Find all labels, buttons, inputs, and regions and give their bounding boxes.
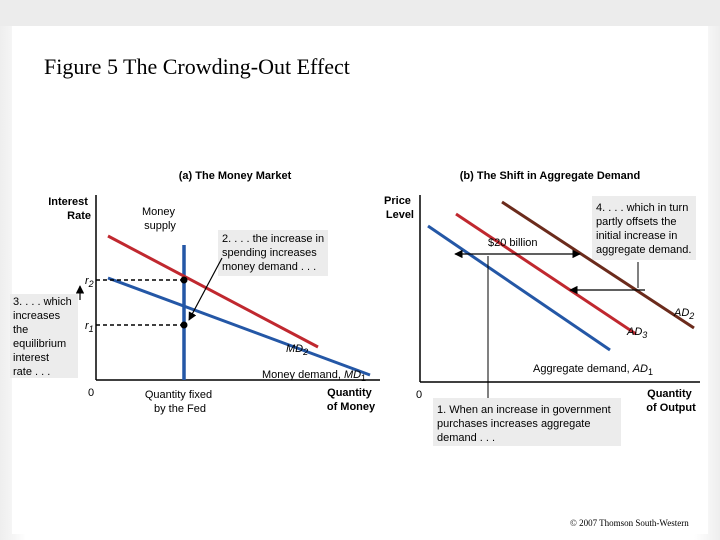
money-demand-note-line3: money demand . . . [222, 261, 316, 273]
twenty-billion-label: $20 billion [488, 237, 538, 249]
offset-note-line3: initial increase in [596, 230, 677, 242]
offset-note-line4: aggregate demand. [596, 244, 691, 256]
md2-label: MD2 [286, 343, 308, 357]
output-x-label-line1: Quantity [647, 388, 692, 400]
output-x-axis-label: Quantity of Output [646, 388, 696, 414]
government-note-line3: demand . . . [437, 432, 495, 444]
offset-note-line1: 4. . . . which in turn [596, 202, 688, 214]
government-note-line1: 1. When an increase in government [437, 404, 611, 416]
ad2-label: AD2 [673, 307, 694, 321]
money-supply-label: Money supply [142, 206, 178, 232]
money-y-label-line2: Rate [67, 210, 91, 222]
r1-tick-sub: 1 [89, 324, 94, 334]
crowding-out-figure: (a) The Money Market Interest Rate Quant… [0, 0, 720, 540]
aggregate-demand-title: (b) The Shift in Aggregate Demand [460, 170, 641, 182]
price-level-label: Price Level [384, 195, 414, 221]
money-market-title: (a) The Money Market [179, 170, 292, 182]
interest-rate-note-line4: equilibrium [13, 338, 66, 350]
money-y-label-line1: Interest [48, 196, 88, 208]
r1-tick-label: r1 [85, 320, 94, 334]
ad3-label: AD3 [626, 326, 647, 340]
price-level-line2: Level [386, 209, 414, 221]
output-x-label-line2: of Output [646, 402, 696, 414]
government-note-line2: purchases increases aggregate [437, 418, 590, 430]
interest-rate-note-line2: increases [13, 310, 61, 322]
ad1-italic: AD [632, 363, 648, 375]
ad1-label: Aggregate demand, AD1 [533, 363, 653, 377]
money-supply-label-line2: supply [144, 220, 176, 232]
money-supply-label-line1: Money [142, 206, 176, 218]
money-demand-md1-curve [108, 278, 370, 375]
money-demand-shift-arrow [189, 258, 222, 320]
output-origin-label: 0 [416, 389, 422, 401]
money-demand-note: 2. . . . the increase in spending increa… [222, 233, 327, 273]
price-level-line1: Price [384, 195, 411, 207]
md1-sub: 1 [361, 373, 366, 383]
money-x-label-line2: of Money [327, 401, 376, 413]
money-x-label-line1: Quantity [327, 387, 372, 399]
ad1-sub: 1 [648, 367, 653, 377]
md1-label: Money demand, MD1 [262, 369, 366, 383]
interest-rate-note-line3: the [13, 324, 28, 336]
interest-rate-note-line1: 3. . . . which [13, 296, 72, 308]
quantity-fixed-label: Quantity fixed by the Fed [145, 389, 215, 415]
money-demand-note-line2: spending increases [222, 247, 317, 259]
r2-tick-label: r2 [85, 275, 94, 289]
quantity-fixed-line1: Quantity fixed [145, 389, 212, 401]
money-x-axis-label: Quantity of Money [327, 387, 376, 413]
ad3-sub: 3 [642, 330, 647, 340]
md2-sub: 2 [302, 347, 308, 357]
ad2-sub: 2 [688, 311, 694, 321]
quantity-fixed-line2: by the Fed [154, 403, 206, 415]
r2-tick-sub: 2 [88, 279, 94, 289]
md1-italic: MD [344, 369, 361, 381]
money-y-axis-label: Interest Rate [48, 196, 91, 222]
copyright-notice: © 2007 Thomson South-Western [570, 518, 689, 528]
money-origin-label: 0 [88, 387, 94, 399]
money-demand-note-line1: 2. . . . the increase in [222, 233, 324, 245]
offset-note-line2: partly offsets the [596, 216, 677, 228]
interest-rate-note-line6: rate . . . [13, 366, 50, 378]
interest-rate-note-line5: interest [13, 352, 49, 364]
